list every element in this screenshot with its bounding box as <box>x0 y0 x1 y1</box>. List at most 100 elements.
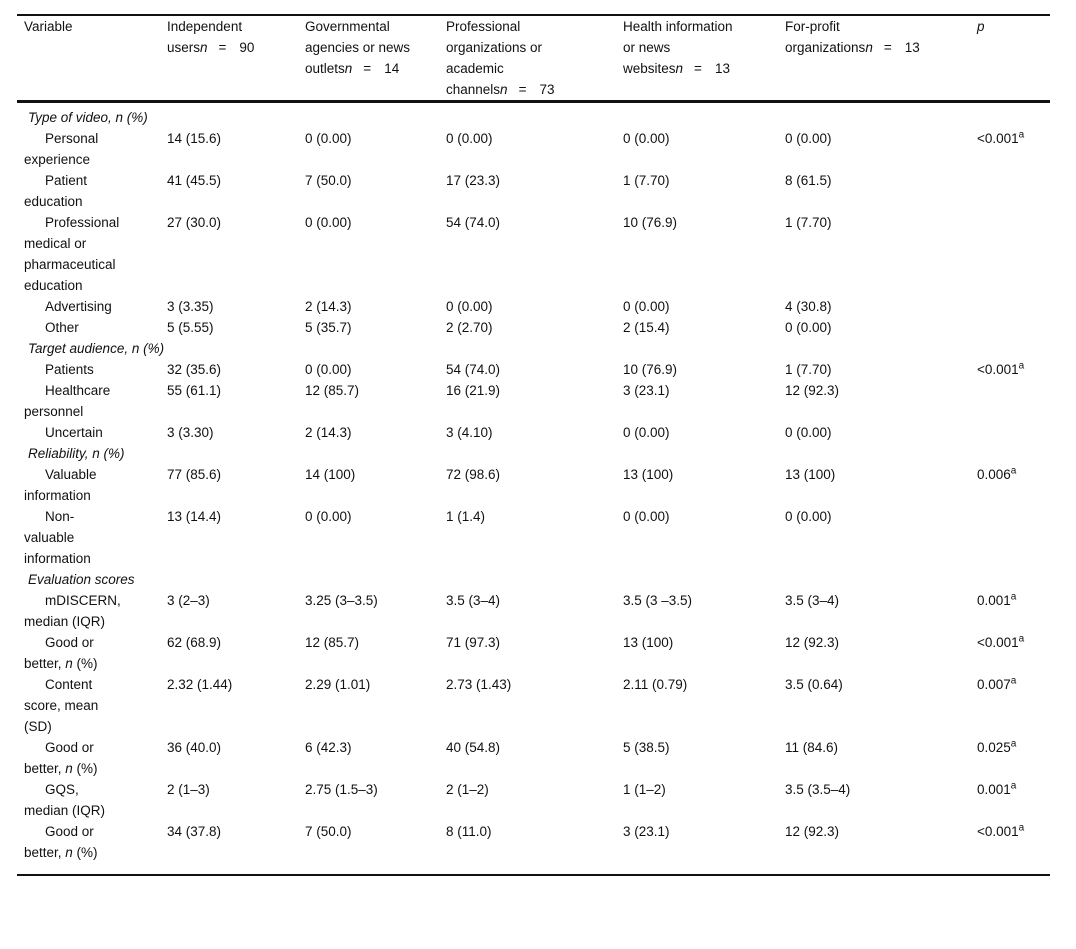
cell-value: 2.32 (1.44) <box>167 677 233 692</box>
cell-value: 40 (54.8) <box>446 740 501 755</box>
cell-value <box>623 338 785 359</box>
cell-p-value: 0.001a <box>977 591 1017 608</box>
column-header-for-profit: For-profit organizationsn = 13 <box>785 15 977 103</box>
cell-value: 2 (15.4) <box>623 320 670 335</box>
sample-size: 13 <box>714 61 730 76</box>
cell-value <box>167 338 305 359</box>
cell-value <box>305 338 446 359</box>
row-label: Patient education <box>24 173 88 209</box>
cell-value: 13 (14.4) <box>167 509 222 524</box>
cell-value: 3 (3.35) <box>167 299 214 314</box>
cell-value: 54 (74.0) <box>446 215 501 230</box>
cell-p-value: 0.001a <box>977 780 1017 797</box>
cell-value: 3.5 (3 –3.5) <box>623 593 693 608</box>
cell-value: 7 (50.0) <box>305 824 352 839</box>
row-label: GQS, median (IQR) <box>24 782 106 818</box>
cell-value <box>446 102 623 129</box>
cell-p-value <box>977 317 1050 338</box>
page: { "table": { "columns": [ { "label": "Va… <box>0 14 1076 949</box>
cell-value: 2 (1–3) <box>167 782 210 797</box>
table-row: Content score, mean (SD) 2.32 (1.44) 2.29 … <box>17 674 1050 737</box>
cell-value: 3 (2–3) <box>167 593 210 608</box>
cell-p-value: <0.001a <box>977 360 1025 377</box>
cell-value: 12 (92.3) <box>785 635 840 650</box>
row-label: Good or better, n (%) <box>24 824 98 860</box>
column-header-variable: Variable <box>17 15 167 103</box>
cell-value: 3.5 (3–4) <box>446 593 501 608</box>
cell-value: 13 (100) <box>785 467 836 482</box>
row-label: mDISCERN, median (IQR) <box>24 593 121 629</box>
cell-value: 5 (35.7) <box>305 320 352 335</box>
sample-size: 73 <box>539 82 555 97</box>
cell-p-value: 0.025a <box>977 738 1017 755</box>
cell-value: 10 (76.9) <box>623 215 678 230</box>
cell-value: 32 (35.6) <box>167 362 222 377</box>
section-row: Type of video, n (%) <box>17 102 1050 129</box>
sample-size: 14 <box>384 61 400 76</box>
column-header-professional: Professional organizations or academic c… <box>446 15 623 103</box>
n-symbol: n <box>200 40 208 55</box>
cell-value: 2.11 (0.79) <box>623 677 688 692</box>
cell-value: 0 (0.00) <box>785 131 832 146</box>
table-row: Valuable information 77 (85.6) 14 (100) 72 … <box>17 464 1050 506</box>
cell-value: 34 (37.8) <box>167 824 222 839</box>
table-row: Professional medical or pharmaceutical e… <box>17 212 1050 296</box>
cell-value: 54 (74.0) <box>446 362 501 377</box>
cell-value: 3 (23.1) <box>623 824 670 839</box>
cell-value <box>446 338 623 359</box>
row-label: Valuable information <box>24 467 97 503</box>
cell-value: 2 (2.70) <box>446 320 493 335</box>
cell-value: 0 (0.00) <box>305 362 352 377</box>
table-row: Other 5 (5.55) 5 (35.7) 2 (2.70) 2 (15.4) 0 (… <box>17 317 1050 338</box>
table-body: Type of video, n (%) Personal experience 1… <box>17 102 1050 876</box>
row-label: Patients <box>45 362 94 377</box>
table-row: Patients 32 (35.6) 0 (0.00) 54 (74.0) 10 (76… <box>17 359 1050 380</box>
cell-value: 0 (0.00) <box>785 320 832 335</box>
cell-value: 3 (3.30) <box>167 425 214 440</box>
cell-p-value: 0.007a <box>977 675 1017 692</box>
cell-value: 2 (14.3) <box>305 299 352 314</box>
footnote-marker: a <box>1018 633 1025 645</box>
table-row: Non- valuable information 13 (14.4) 0 (0.0… <box>17 506 1050 569</box>
cell-p-value <box>977 443 1050 464</box>
table-row: Healthcare personnel 55 (61.1) 12 (85.7) 16… <box>17 380 1050 422</box>
cell-p-value: <0.001a <box>977 129 1025 146</box>
results-table-container: Variable Independent usersn = 90 Governmen… <box>17 14 1050 876</box>
table-row: mDISCERN, median (IQR) 3 (2–3) 3.25 (3–3.5… <box>17 590 1050 632</box>
footnote-marker: a <box>1010 738 1017 750</box>
cell-value: 7 (50.0) <box>305 173 352 188</box>
row-label: Uncertain <box>45 425 103 440</box>
cell-value: 27 (30.0) <box>167 215 222 230</box>
cell-value: 4 (30.8) <box>785 299 832 314</box>
n-symbol: n <box>500 82 508 97</box>
cell-value: 1 (7.70) <box>623 173 670 188</box>
cell-value: 16 (21.9) <box>446 383 501 398</box>
cell-value: 11 (84.6) <box>785 740 839 755</box>
cell-value: 12 (92.3) <box>785 824 840 839</box>
cell-value <box>305 569 446 590</box>
cell-value: 3.5 (3.5–4) <box>785 782 851 797</box>
cell-value <box>167 569 305 590</box>
cell-value <box>623 443 785 464</box>
cell-value: 13 (100) <box>623 467 674 482</box>
cell-value <box>167 443 305 464</box>
table-row: Good or better, n (%) 62 (68.9) 12 (85.7) 7… <box>17 632 1050 674</box>
table-header: Variable Independent usersn = 90 Governmen… <box>17 15 1050 103</box>
cell-value: 14 (15.6) <box>167 131 222 146</box>
cell-value <box>305 443 446 464</box>
table-row: Uncertain 3 (3.30) 2 (14.3) 3 (4.10) 0 (0.00… <box>17 422 1050 443</box>
cell-value: 3.25 (3–3.5) <box>305 593 378 608</box>
row-label: Healthcare personnel <box>24 383 111 419</box>
cell-value <box>785 443 977 464</box>
cell-value: 0 (0.00) <box>446 299 493 314</box>
section-row: Evaluation scores <box>17 569 1050 590</box>
cell-value <box>446 569 623 590</box>
column-header-health-info: Health information or news websitesn = 13 <box>623 15 785 103</box>
cell-value: 12 (85.7) <box>305 383 360 398</box>
cell-value: 1 (1.4) <box>446 509 486 524</box>
cell-p-value <box>977 422 1050 443</box>
cell-p-value <box>977 569 1050 590</box>
cell-value: 0 (0.00) <box>446 131 493 146</box>
footnote-marker: a <box>1010 465 1017 477</box>
cell-value: 2.29 (1.01) <box>305 677 371 692</box>
